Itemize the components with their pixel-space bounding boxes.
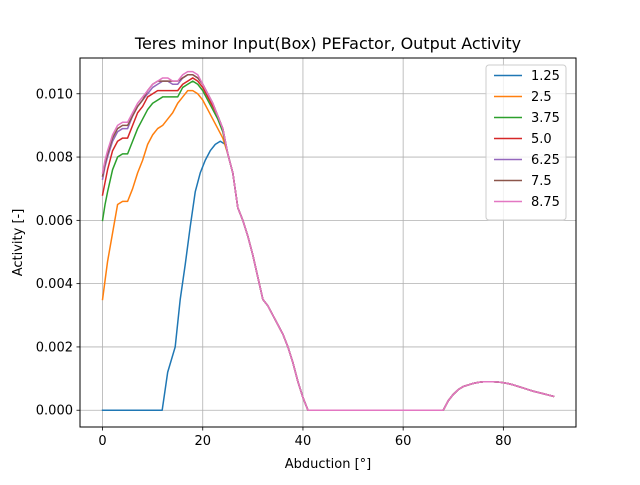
y-tick-label: 0.008 [36,151,73,166]
legend-label: 7.5 [531,174,552,189]
y-tick-label: 0.002 [36,340,73,355]
y-tick-label: 0.006 [36,214,73,229]
series-line-8.75 [101,70,555,411]
x-tick-label: 40 [295,434,312,449]
axis-ticks: 0 20 40 60 80 0.000 0.002 0.004 0.006 0.008 0.010 [36,87,512,449]
legend-label: 6.25 [531,153,560,168]
x-tick-label: 0 [98,434,106,449]
legend-label: 1.25 [531,69,560,84]
axes-frame [79,57,577,428]
chart-title: Teres minor Input(Box) PEFactor, Output … [134,34,521,53]
x-tick-label: 80 [495,434,512,449]
y-axis-label: Activity [-] [11,209,26,277]
x-tick-label: 20 [194,434,211,449]
y-tick-label: 0.004 [36,277,73,292]
x-tick-label: 60 [395,434,412,449]
x-axis-label: Abduction [°] [285,457,371,472]
legend-label: 2.5 [531,90,552,105]
legend: 1.25 2.5 3.75 5.0 6.25 7.5 8.75 [485,64,567,221]
legend-label: 5.0 [531,132,552,147]
plot-area [101,70,555,411]
legend-label: 3.75 [531,111,560,126]
y-tick-label: 0.000 [36,404,73,419]
legend-label: 8.75 [531,195,560,210]
y-tick-label: 0.010 [36,87,73,102]
